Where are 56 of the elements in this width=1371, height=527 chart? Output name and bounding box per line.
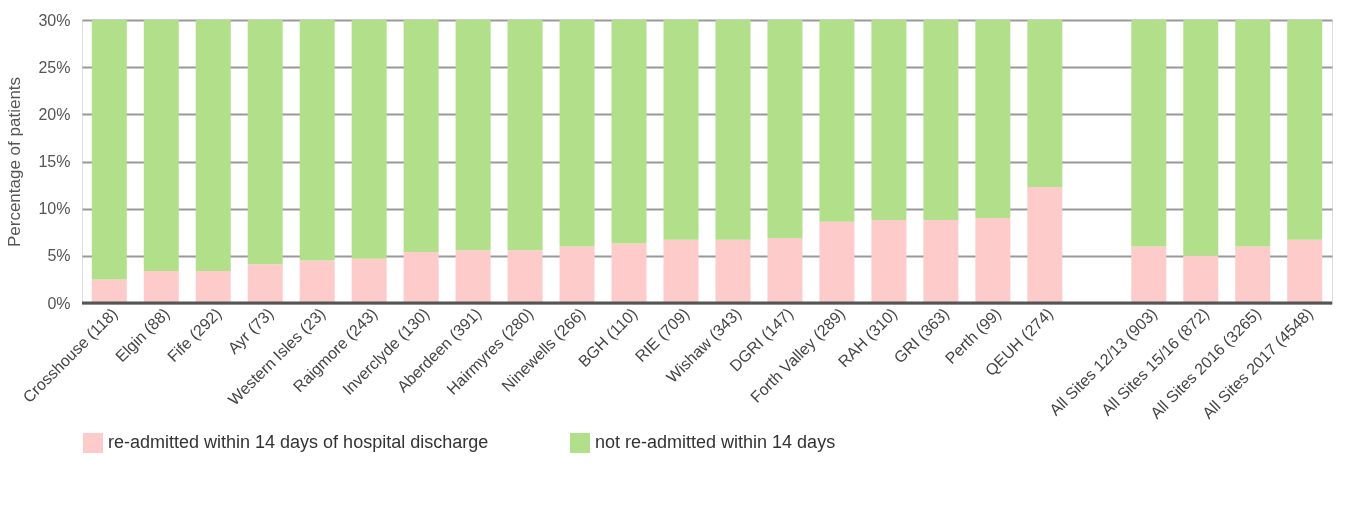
- y-tick-label: 25%: [38, 58, 71, 76]
- bar: [923, 20, 959, 220]
- bar: [91, 20, 127, 280]
- bar: [559, 246, 595, 303]
- bar: [351, 20, 387, 259]
- bar: [195, 20, 231, 271]
- bar: [819, 20, 855, 222]
- bar: [1027, 186, 1063, 303]
- bar: [871, 20, 907, 220]
- bar: [299, 20, 335, 261]
- bar: [871, 219, 907, 303]
- bar: [247, 20, 283, 265]
- bar: [403, 252, 439, 303]
- bar: [1235, 20, 1271, 247]
- bar: [351, 258, 387, 303]
- legend-label: re-admitted within 14 days of hospital discharge: [108, 432, 489, 452]
- bar: [403, 20, 439, 253]
- bar: [1183, 255, 1219, 303]
- bar: [767, 20, 803, 238]
- y-tick-label: 20%: [38, 105, 71, 123]
- y-tick-label: 10%: [38, 200, 71, 218]
- bar: [299, 260, 335, 303]
- y-tick-label: 30%: [38, 11, 71, 29]
- bar: [507, 250, 543, 303]
- bar: [143, 270, 179, 303]
- bar: [663, 239, 699, 303]
- bar: [455, 250, 491, 303]
- bar: [1131, 246, 1167, 303]
- bar: [1287, 20, 1323, 240]
- y-tick-label: 5%: [47, 247, 71, 265]
- bar: [1131, 20, 1167, 247]
- bar: [663, 20, 699, 240]
- legend-label: not re-admitted within 14 days: [595, 432, 836, 452]
- bar: [559, 20, 595, 247]
- y-axis-title: Percentage of patients: [5, 76, 25, 248]
- bar: [1027, 20, 1063, 187]
- bar: [1235, 246, 1271, 303]
- bar: [611, 243, 647, 303]
- bar: [91, 279, 127, 303]
- bar: [195, 270, 231, 303]
- bar: [247, 264, 283, 303]
- bar: [1287, 239, 1323, 303]
- bar: [715, 239, 751, 303]
- bar: [767, 237, 803, 303]
- bar: [143, 20, 179, 271]
- y-tick-label: 0%: [47, 294, 71, 312]
- bar: [923, 219, 959, 303]
- bar: [819, 221, 855, 303]
- bar: [455, 20, 491, 251]
- bar: [611, 20, 647, 244]
- y-tick-label: 15%: [38, 153, 71, 170]
- bar: [975, 20, 1011, 219]
- bar: [975, 218, 1011, 303]
- bar: [715, 20, 751, 240]
- bar: [507, 20, 543, 251]
- bar: [1183, 20, 1219, 256]
